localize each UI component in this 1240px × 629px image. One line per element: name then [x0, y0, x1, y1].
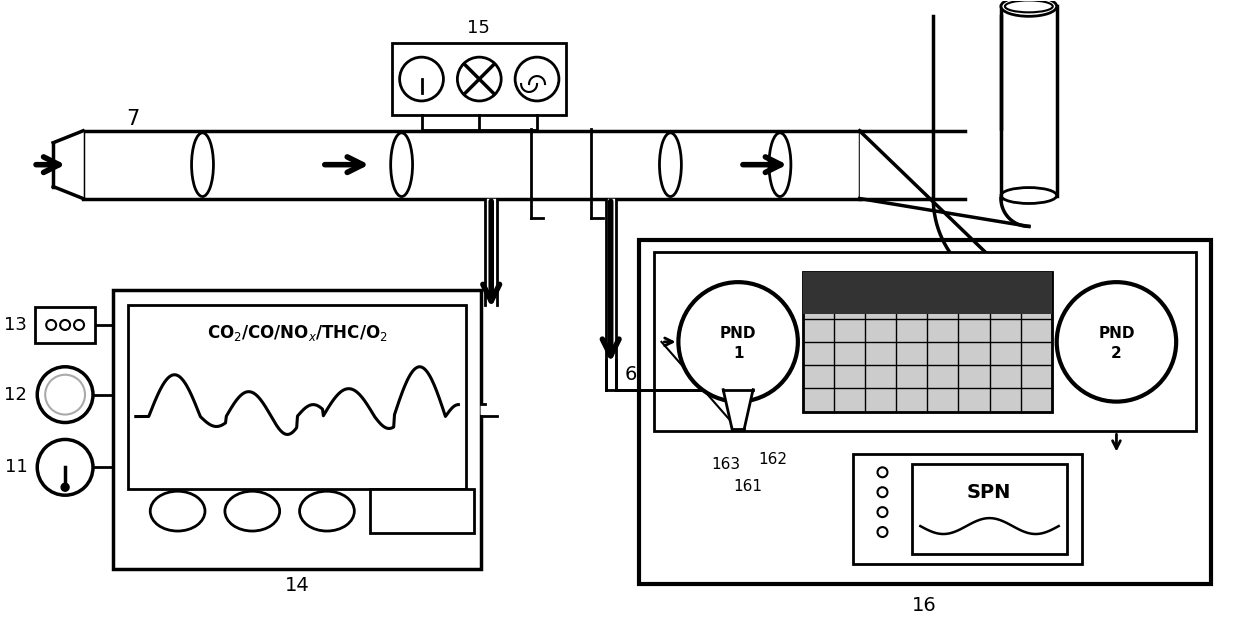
Polygon shape: [53, 131, 83, 199]
Circle shape: [515, 57, 559, 101]
Text: 12: 12: [5, 386, 27, 404]
Bar: [35, 307, 95, 343]
Polygon shape: [481, 404, 496, 415]
Text: SPN: SPN: [967, 482, 1011, 502]
Text: CO$_2$/CO/NO$_x$/THC/O$_2$: CO$_2$/CO/NO$_x$/THC/O$_2$: [207, 323, 387, 343]
Bar: [113, 290, 481, 569]
Circle shape: [878, 467, 888, 477]
Ellipse shape: [1004, 1, 1053, 13]
Circle shape: [37, 440, 93, 495]
Bar: [802, 272, 1052, 314]
Text: PND: PND: [1099, 326, 1135, 342]
Polygon shape: [723, 390, 753, 430]
Text: 1: 1: [733, 347, 743, 361]
Text: 14: 14: [285, 576, 310, 595]
Text: 7: 7: [126, 109, 139, 129]
Text: 11: 11: [5, 459, 27, 476]
Bar: [802, 272, 1052, 411]
Ellipse shape: [191, 133, 213, 196]
Polygon shape: [859, 131, 1029, 294]
Text: 6: 6: [625, 365, 637, 384]
Text: 162: 162: [758, 452, 787, 467]
Ellipse shape: [150, 491, 205, 531]
Bar: [653, 252, 1197, 431]
Circle shape: [74, 320, 84, 330]
Ellipse shape: [224, 491, 280, 531]
Bar: [639, 240, 1211, 584]
Ellipse shape: [391, 133, 413, 196]
Circle shape: [60, 320, 71, 330]
Circle shape: [37, 367, 93, 423]
Bar: [853, 454, 1081, 564]
Polygon shape: [606, 199, 615, 360]
Circle shape: [399, 57, 444, 101]
Circle shape: [45, 375, 86, 415]
Ellipse shape: [660, 133, 681, 196]
Circle shape: [1056, 282, 1177, 401]
Circle shape: [61, 483, 69, 491]
Bar: [859, 131, 1013, 199]
Ellipse shape: [300, 491, 355, 531]
Bar: [392, 43, 565, 115]
Bar: [913, 464, 1066, 554]
Ellipse shape: [1001, 0, 1056, 16]
Ellipse shape: [769, 133, 791, 196]
Bar: [128, 305, 466, 489]
Circle shape: [678, 282, 797, 401]
Polygon shape: [486, 199, 496, 305]
Text: 16: 16: [911, 596, 936, 615]
Bar: [370, 489, 474, 533]
Bar: [1001, 6, 1056, 196]
Text: 13: 13: [5, 316, 27, 334]
Text: 161: 161: [733, 479, 763, 494]
Circle shape: [878, 487, 888, 497]
Text: 2: 2: [1111, 347, 1122, 361]
Polygon shape: [934, 199, 1029, 294]
Circle shape: [458, 57, 501, 101]
Text: PND: PND: [720, 326, 756, 342]
Circle shape: [46, 320, 56, 330]
Text: 15: 15: [466, 19, 490, 37]
Circle shape: [878, 507, 888, 517]
Circle shape: [878, 527, 888, 537]
Text: 163: 163: [712, 457, 740, 472]
Bar: [83, 131, 859, 199]
Ellipse shape: [1001, 187, 1056, 204]
